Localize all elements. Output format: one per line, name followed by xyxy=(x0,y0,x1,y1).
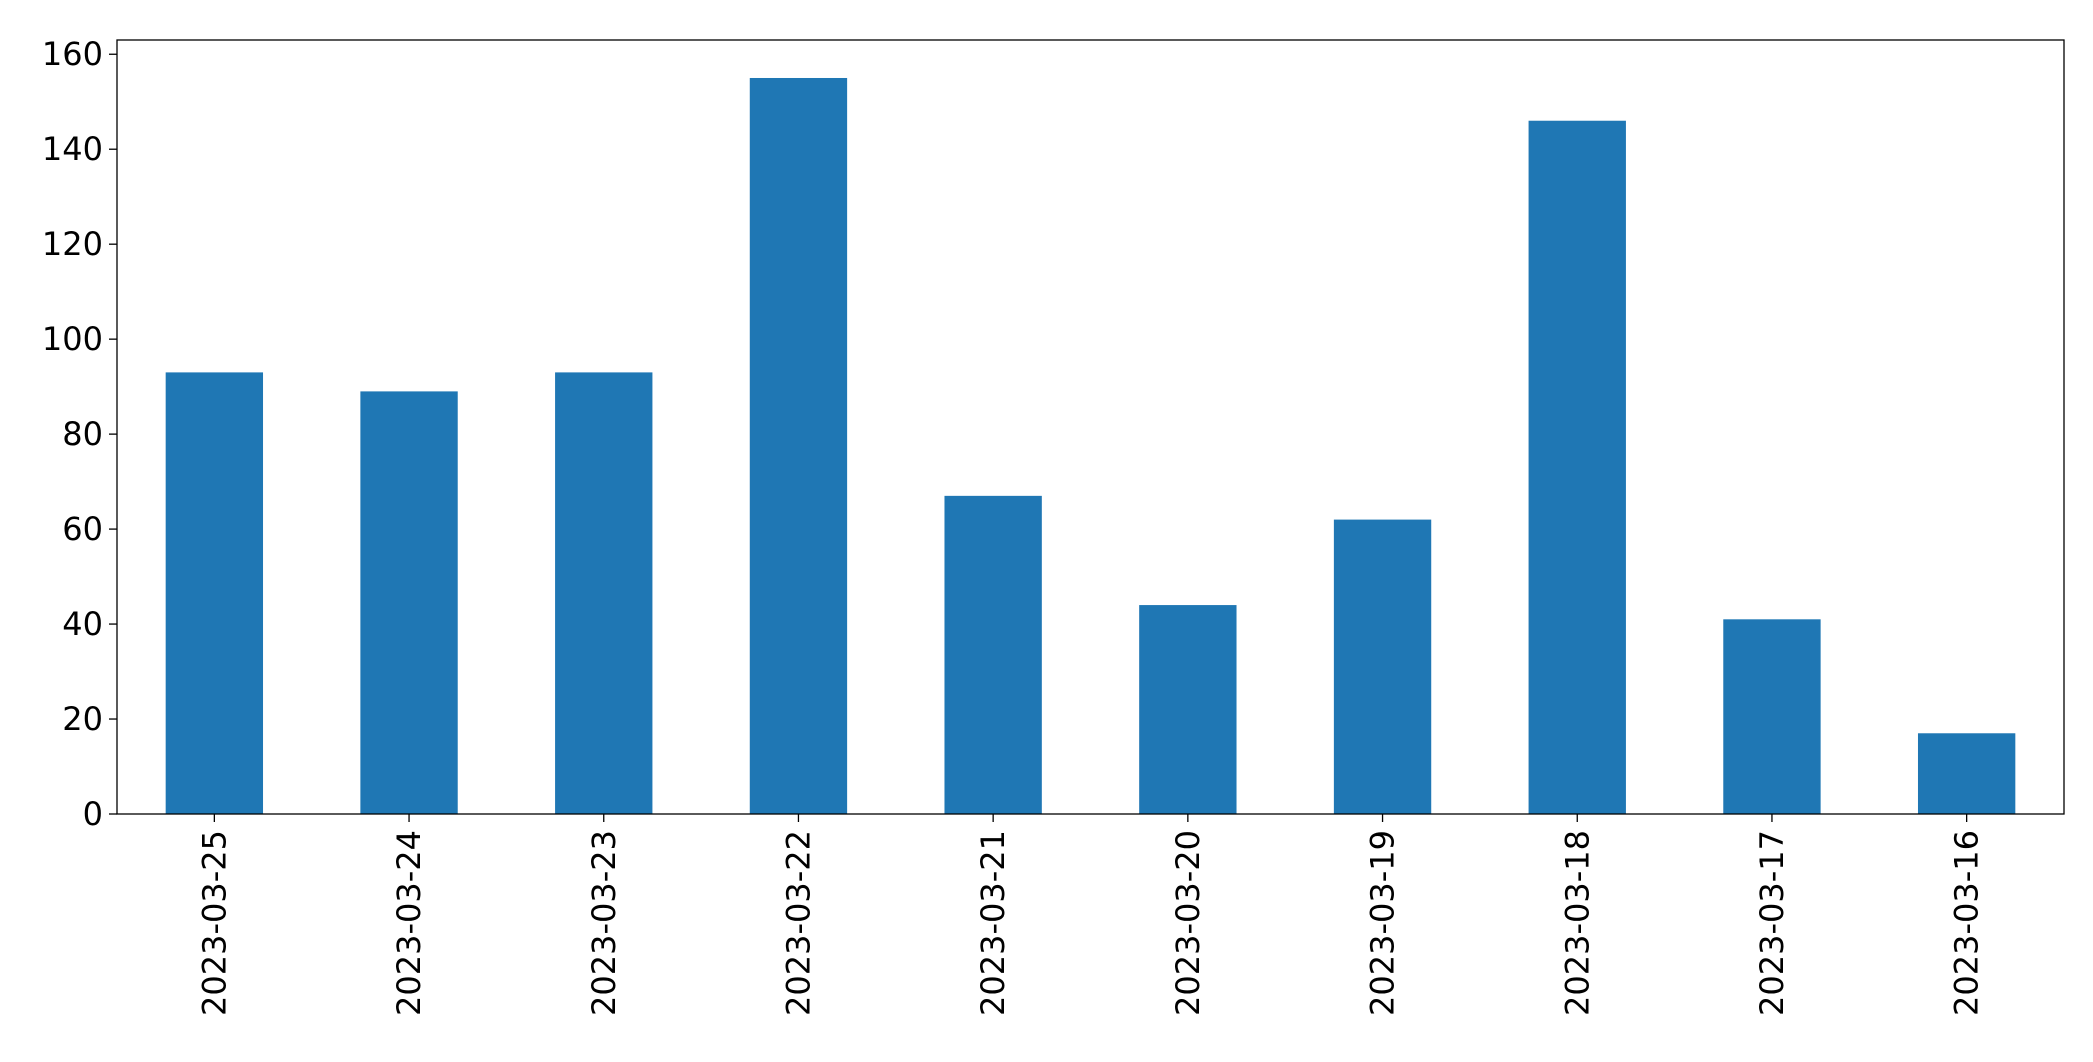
x-tick-label: 2023-03-16 xyxy=(1948,830,1986,1016)
x-tick-label: 2023-03-18 xyxy=(1558,830,1596,1016)
bar xyxy=(1917,733,2016,814)
y-tick-label: 80 xyxy=(62,415,103,453)
bar xyxy=(1723,619,1821,814)
y-tick-label: 40 xyxy=(62,605,103,643)
y-tick-label: 120 xyxy=(42,225,103,263)
x-tick-label: 2023-03-24 xyxy=(390,830,428,1016)
bar xyxy=(1528,120,1626,814)
bar xyxy=(165,372,264,814)
y-tick-label: 100 xyxy=(42,320,103,358)
y-tick-label: 160 xyxy=(42,35,103,73)
x-tick-label: 2023-03-23 xyxy=(585,830,623,1016)
y-tick-label: 140 xyxy=(42,130,103,168)
bar xyxy=(749,77,848,814)
y-tick-label: 20 xyxy=(62,700,103,738)
x-tick-label: 2023-03-25 xyxy=(195,830,233,1016)
y-tick-label: 60 xyxy=(62,510,103,548)
y-tick-label: 0 xyxy=(83,795,103,833)
bar xyxy=(360,391,458,814)
x-tick-label: 2023-03-19 xyxy=(1364,830,1402,1016)
bar xyxy=(555,372,653,814)
bar xyxy=(1139,605,1237,814)
x-tick-label: 2023-03-22 xyxy=(779,830,817,1016)
x-tick-label: 2023-03-17 xyxy=(1753,830,1791,1016)
x-tick-label: 2023-03-20 xyxy=(1169,830,1207,1016)
axes-frame xyxy=(116,39,2065,815)
bar xyxy=(944,495,1042,814)
x-tick-label: 2023-03-21 xyxy=(974,830,1012,1016)
bar xyxy=(1333,519,1432,814)
